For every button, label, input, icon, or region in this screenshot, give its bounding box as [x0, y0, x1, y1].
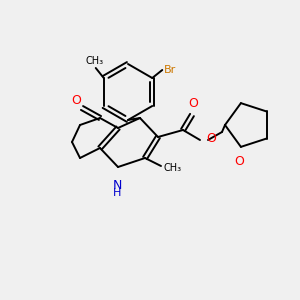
- Text: O: O: [206, 133, 216, 146]
- Text: O: O: [188, 97, 198, 110]
- Text: N: N: [112, 179, 122, 192]
- Text: O: O: [71, 94, 81, 107]
- Text: O: O: [234, 155, 244, 168]
- Text: CH₃: CH₃: [163, 163, 181, 173]
- Text: Br: Br: [164, 65, 176, 75]
- Text: CH₃: CH₃: [86, 56, 104, 66]
- Text: H: H: [113, 188, 121, 198]
